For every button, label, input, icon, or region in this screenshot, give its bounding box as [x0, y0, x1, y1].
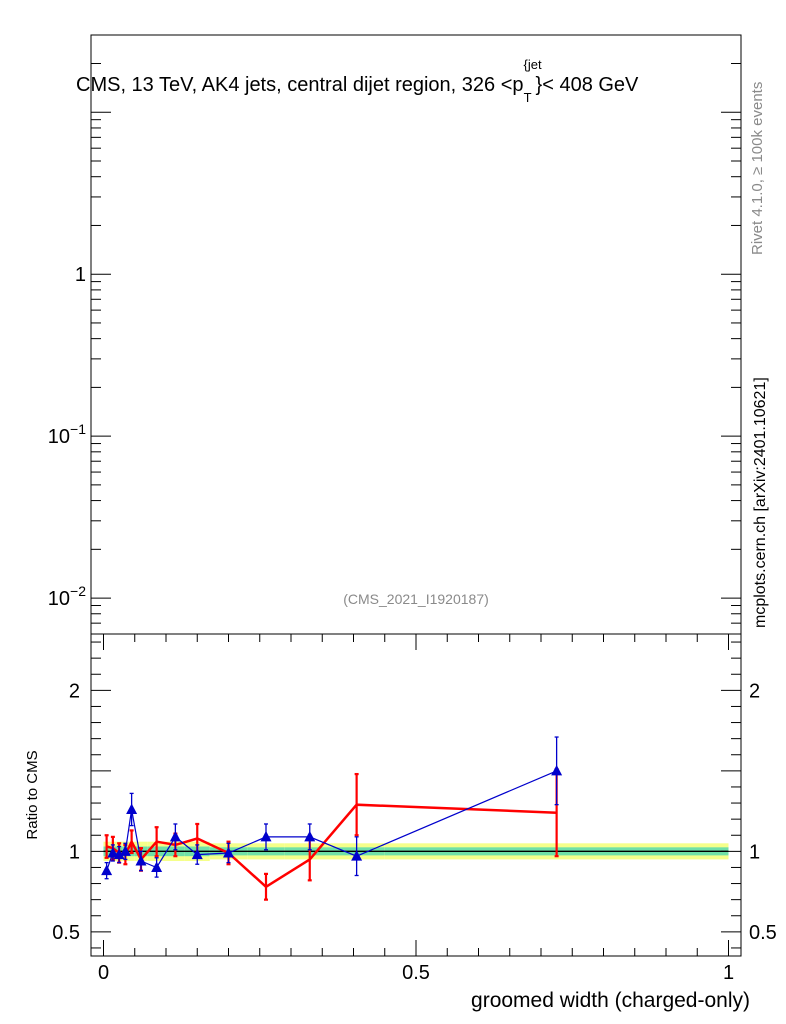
ratio-ticks [91, 634, 741, 956]
ratio-y-tick-label-right: 0.5 [749, 922, 777, 944]
main-title-tail: }< 408 GeV [536, 74, 640, 96]
main-title-main: CMS, 13 TeV, AK4 jets, central dijet reg… [76, 74, 524, 96]
data-point [135, 855, 147, 866]
main-y-tick-label-exp: −1 [70, 421, 86, 437]
ratio-tick-labels: 0.5 0.5 1 1 2 2 0 0.5 1 [52, 680, 777, 984]
main-y-ticks [91, 34, 741, 635]
ratio-y-label: Ratio to CMS [24, 750, 41, 839]
ratio-x-tick-label: 0 [98, 962, 109, 984]
data-point [260, 830, 272, 842]
data-point [113, 848, 125, 860]
main-y-tick-label: 10−1 [48, 421, 86, 448]
ratio-y-tick-label: 2 [69, 680, 80, 702]
ratio-y-tick-label: 1 [69, 841, 80, 863]
main-title-sub: T [524, 90, 532, 105]
rivet-version-label: Rivet 4.1.0, ≥ 100k events [749, 82, 766, 255]
main-y-tick-label-base: 10 [48, 426, 70, 448]
data-point [126, 803, 138, 814]
x-axis-label: groomed width (charged-only) [471, 989, 750, 1012]
data-point [119, 845, 131, 856]
main-y-tick-label: 10−2 [48, 583, 86, 610]
main-title: CMS, 13 TeV, AK4 jets, central dijet reg… [76, 57, 639, 105]
main-y-tick-label-base: 10 [48, 588, 70, 610]
ratio-x-tick-label: 1 [723, 962, 734, 984]
main-y-tick-label-exp: −2 [70, 583, 86, 599]
main-panel: 110−110−2 CMS, 13 TeV, AK4 jets, central… [48, 34, 742, 635]
ratio-y-tick-label: 0.5 [52, 922, 80, 944]
main-y-tick-labels: 110−110−2 [48, 264, 86, 610]
ratio-y-tick-label-right: 2 [749, 680, 760, 702]
ratio-panel: 0.5 0.5 1 1 2 2 0 0.5 1 Ratio to CMS groomed wid… [24, 633, 777, 1012]
data-point [191, 848, 203, 860]
data-point [101, 864, 113, 876]
data-point [223, 846, 234, 858]
data-point [304, 830, 316, 842]
main-title-sup: {jet [524, 57, 542, 72]
ratio-y-tick-label-right: 1 [749, 841, 760, 863]
main-y-tick-label-base: 1 [75, 264, 86, 286]
main-y-tick-label: 1 [75, 264, 86, 286]
ratio-x-tick-label: 0.5 [402, 962, 430, 984]
data-point [107, 846, 119, 858]
data-point [169, 830, 181, 842]
mcplots-label: mcplots.cern.ch [arXiv:2401.10621] [752, 377, 769, 628]
data-point [551, 764, 563, 776]
data-point [151, 861, 163, 872]
analysis-id: (CMS_2021_I1920187) [343, 591, 489, 607]
data-point [351, 850, 363, 861]
series-blue [101, 736, 563, 880]
